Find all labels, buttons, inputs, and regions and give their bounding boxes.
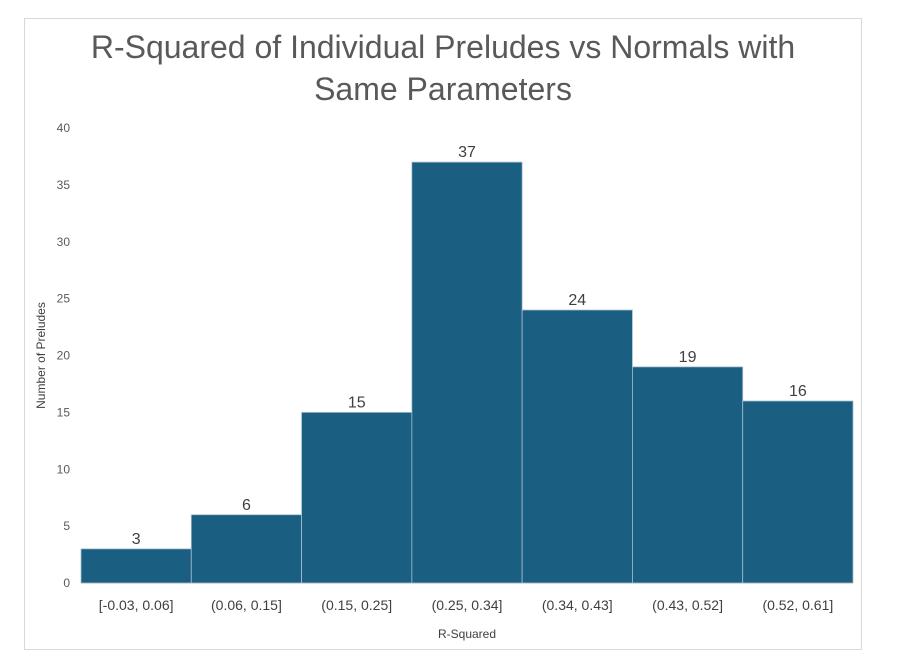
- y-tick-label: 5: [63, 519, 70, 533]
- data-labels-group: 3 6 15 37 24 19 16: [132, 144, 807, 548]
- chart-title-line-1: R-Squared of Individual Preludes vs Norm…: [90, 29, 796, 65]
- bar-value-label: 15: [348, 394, 366, 411]
- bar-value-label: 3: [132, 531, 141, 548]
- x-tick-label: (0.15, 0.25]: [321, 597, 392, 613]
- bar: [521, 309, 633, 584]
- y-tick-label: 40: [57, 121, 71, 135]
- bar: [80, 548, 192, 584]
- x-tick-label: (0.43, 0.52]: [652, 597, 723, 613]
- y-tick-label: 0: [63, 576, 70, 590]
- chart-title-line-2: Same Parameters: [314, 71, 572, 107]
- y-tick-label: 15: [57, 405, 71, 419]
- y-tick-label: 25: [57, 292, 71, 306]
- bar-value-label: 37: [458, 144, 476, 161]
- bar: [301, 411, 413, 584]
- x-axis-label: R-Squared: [438, 627, 496, 641]
- y-tick-label: 30: [57, 235, 71, 249]
- bar-value-label: 19: [679, 349, 697, 366]
- x-tick-label: (0.52, 0.61]: [762, 597, 833, 613]
- x-tick-label: (0.25, 0.34]: [432, 597, 503, 613]
- y-axis-label: Number of Preludes: [34, 302, 48, 409]
- y-axis-ticks: 0 5 10 15 20 25 30 35 40: [57, 121, 71, 590]
- bar: [411, 161, 523, 584]
- y-tick-label: 10: [57, 462, 71, 476]
- y-tick-label: 20: [57, 349, 71, 363]
- bars-group: [80, 161, 854, 584]
- chart-title: R-Squared of Individual Preludes vs Norm…: [0, 26, 886, 110]
- bar: [632, 366, 744, 584]
- bar-value-label: 16: [789, 383, 807, 400]
- y-tick-label: 35: [57, 178, 71, 192]
- x-tick-label: (0.06, 0.15]: [211, 597, 282, 613]
- bar: [190, 514, 302, 584]
- x-tick-label: (0.34, 0.43]: [542, 597, 613, 613]
- x-axis-ticks: [-0.03, 0.06] (0.06, 0.15] (0.15, 0.25] (0.…: [99, 597, 833, 613]
- bar: [742, 400, 854, 584]
- bar-value-label: 24: [568, 292, 586, 309]
- bar-value-label: 6: [242, 497, 251, 514]
- x-tick-label: [-0.03, 0.06]: [99, 597, 174, 613]
